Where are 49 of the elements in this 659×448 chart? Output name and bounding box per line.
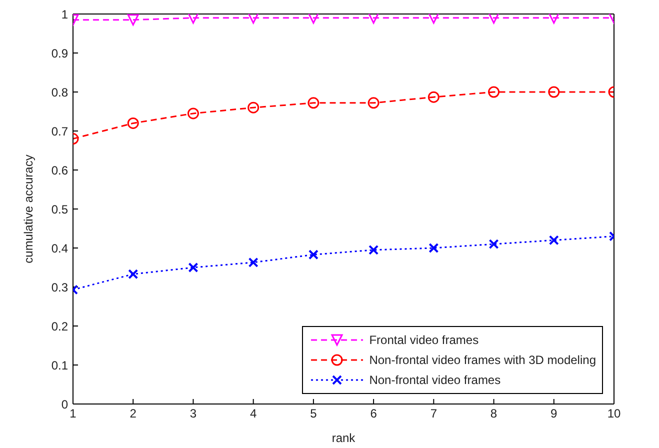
point <box>188 262 198 272</box>
x-tick-label: 10 <box>607 406 621 421</box>
legend-label: Frontal video frames <box>369 333 479 347</box>
x-tick-label: 3 <box>190 406 197 421</box>
x-tick-label: 2 <box>130 406 137 421</box>
point <box>428 14 440 24</box>
point <box>308 14 320 24</box>
point <box>368 97 380 109</box>
point <box>548 14 560 24</box>
y-tick-label: 0.8 <box>51 85 68 100</box>
y-tick-label: 0.9 <box>51 46 68 60</box>
point <box>488 239 499 250</box>
y-tick-label: 0.2 <box>51 319 68 334</box>
point <box>248 14 260 24</box>
point <box>548 235 559 246</box>
point <box>128 269 138 280</box>
x-tick-label: 8 <box>490 406 498 421</box>
y-tick-label: 0.5 <box>51 202 68 216</box>
point <box>187 108 199 120</box>
y-tick-label: 0.7 <box>51 124 68 138</box>
point <box>368 244 379 255</box>
y-tick-label: 0 <box>61 397 68 412</box>
y-tick-label: 0.6 <box>51 163 68 178</box>
point <box>127 14 139 26</box>
point <box>428 243 439 253</box>
point <box>428 91 440 103</box>
x-tick-label: 9 <box>550 406 558 421</box>
point <box>248 102 260 114</box>
legend-label: Non-frontal video frames <box>369 373 501 387</box>
y-tick-label: 0.1 <box>51 358 68 372</box>
x-axis-title: rank <box>332 431 356 445</box>
point <box>248 257 258 268</box>
legend-label: Non-frontal video frames with 3D modeling <box>369 353 596 367</box>
x-tick-label: 6 <box>370 406 378 421</box>
point <box>488 14 500 24</box>
x-tick-label: 5 <box>310 406 318 421</box>
y-axis-title: cumulative accuracy <box>21 154 36 264</box>
y-tick-label: 0.3 <box>51 280 68 294</box>
point <box>488 86 500 98</box>
y-tick-label: 1 <box>61 7 68 22</box>
point <box>308 97 320 109</box>
point <box>127 117 139 129</box>
point <box>368 14 380 24</box>
x-tick-label: 4 <box>250 406 257 421</box>
point <box>308 250 318 260</box>
point <box>548 86 560 98</box>
x-tick-label: 7 <box>430 406 438 421</box>
point <box>187 14 199 24</box>
y-tick-label: 0.4 <box>51 241 68 256</box>
